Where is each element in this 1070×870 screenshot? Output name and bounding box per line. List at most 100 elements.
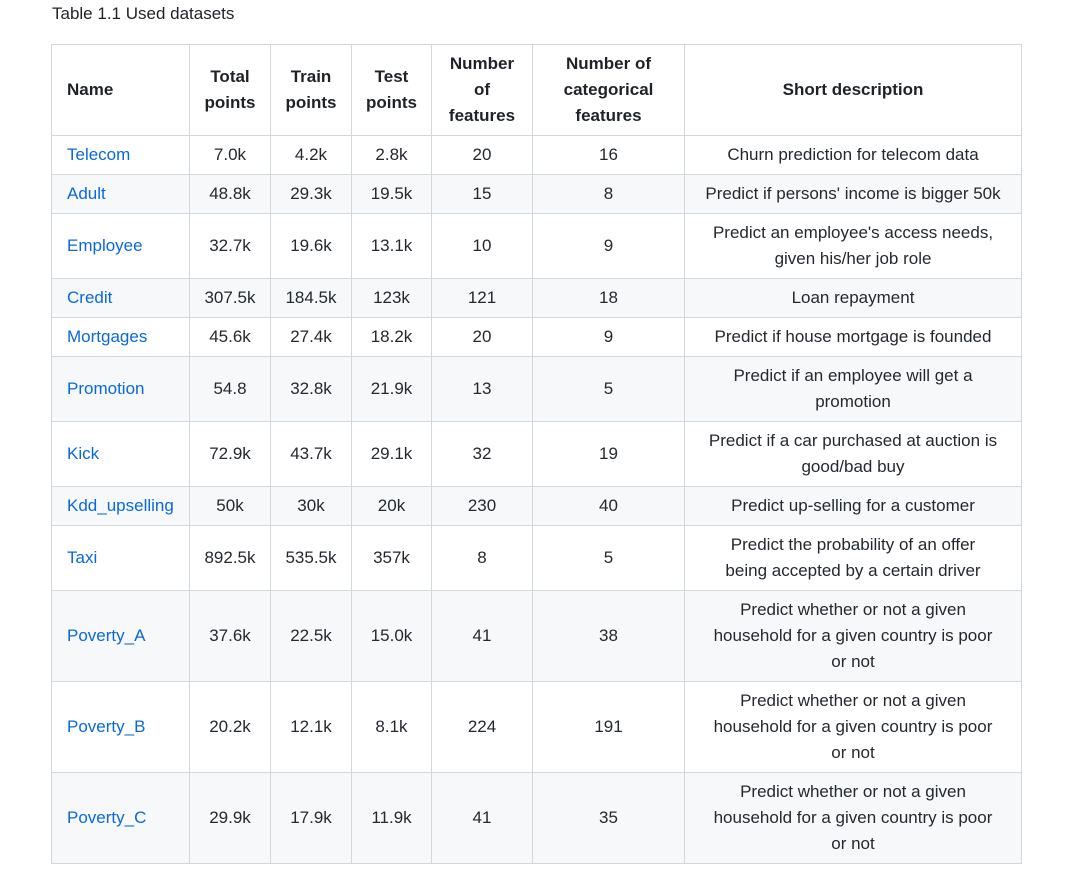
test-points-cell: 18.2k: [351, 317, 432, 357]
categorical-features-cell: 5: [532, 356, 685, 422]
features-cell: 10: [431, 213, 533, 279]
description-cell: Predict if persons' income is bigger 50k: [684, 174, 1022, 214]
description-cell: Predict an employee's access needs, given…: [684, 213, 1022, 279]
train-points-cell: 19.6k: [270, 213, 352, 279]
description-cell: Predict whether or not a given household …: [684, 590, 1022, 682]
features-cell: 15: [431, 174, 533, 214]
categorical-features-cell: 38: [532, 590, 685, 682]
name-cell: Poverty_C: [51, 772, 190, 864]
train-points-cell: 29.3k: [270, 174, 352, 214]
dataset-link[interactable]: Poverty_A: [67, 626, 146, 645]
table-row: Kdd_upselling 50k 30k 20k 230 40 Predict up-se…: [51, 486, 1022, 526]
table-row: Credit 307.5k 184.5k 123k 121 18 Loan repaymen…: [51, 278, 1022, 318]
total-points-cell: 37.6k: [189, 590, 271, 682]
test-points-cell: 13.1k: [351, 213, 432, 279]
table-row: Poverty_B 20.2k 12.1k 8.1k 224 191 Predict whe…: [51, 681, 1022, 773]
train-points-cell: 32.8k: [270, 356, 352, 422]
train-points-cell: 17.9k: [270, 772, 352, 864]
total-points-cell: 20.2k: [189, 681, 271, 773]
categorical-features-cell: 40: [532, 486, 685, 526]
dataset-link[interactable]: Employee: [67, 236, 143, 255]
dataset-link[interactable]: Telecom: [67, 145, 131, 164]
description-cell: Predict the probability of an offer being…: [684, 525, 1022, 591]
features-cell: 13: [431, 356, 533, 422]
features-cell: 230: [431, 486, 533, 526]
name-cell: Poverty_B: [51, 681, 190, 773]
header-train-points: Train points: [270, 44, 352, 136]
name-cell: Mortgages: [51, 317, 190, 357]
dataset-link[interactable]: Kick: [67, 444, 100, 463]
description-cell: Predict if an employee will get a promoti…: [684, 356, 1022, 422]
table-row: Employee 32.7k 19.6k 13.1k 10 9 Predict an emp…: [51, 213, 1022, 279]
total-points-cell: 45.6k: [189, 317, 271, 357]
dataset-link[interactable]: Taxi: [67, 548, 98, 567]
test-points-cell: 15.0k: [351, 590, 432, 682]
test-points-cell: 123k: [351, 278, 432, 318]
test-points-cell: 20k: [351, 486, 432, 526]
categorical-features-cell: 16: [532, 135, 685, 175]
name-cell: Taxi: [51, 525, 190, 591]
test-points-cell: 357k: [351, 525, 432, 591]
dataset-link[interactable]: Poverty_C: [67, 808, 147, 827]
train-points-cell: 535.5k: [270, 525, 352, 591]
categorical-features-cell: 9: [532, 213, 685, 279]
total-points-cell: 307.5k: [189, 278, 271, 318]
total-points-cell: 50k: [189, 486, 271, 526]
name-cell: Adult: [51, 174, 190, 214]
header-row: Name Total points Train points Test points …: [51, 44, 1022, 136]
total-points-cell: 54.8: [189, 356, 271, 422]
table-caption: Table 1.1 Used datasets: [52, 4, 235, 23]
total-points-cell: 48.8k: [189, 174, 271, 214]
datasets-table: Name Total points Train points Test points …: [51, 44, 1022, 864]
test-points-cell: 8.1k: [351, 681, 432, 773]
header-number-of-features: Number of features: [431, 44, 533, 136]
total-points-cell: 32.7k: [189, 213, 271, 279]
categorical-features-cell: 9: [532, 317, 685, 357]
features-cell: 41: [431, 590, 533, 682]
categorical-features-cell: 35: [532, 772, 685, 864]
features-cell: 8: [431, 525, 533, 591]
features-cell: 41: [431, 772, 533, 864]
features-cell: 121: [431, 278, 533, 318]
categorical-features-cell: 18: [532, 278, 685, 318]
name-cell: Telecom: [51, 135, 190, 175]
train-points-cell: 27.4k: [270, 317, 352, 357]
header-test-points: Test points: [351, 44, 432, 136]
categorical-features-cell: 191: [532, 681, 685, 773]
dataset-link[interactable]: Promotion: [67, 379, 145, 398]
train-points-cell: 184.5k: [270, 278, 352, 318]
name-cell: Kdd_upselling: [51, 486, 190, 526]
features-cell: 224: [431, 681, 533, 773]
description-cell: Churn prediction for telecom data: [684, 135, 1022, 175]
table-row: Adult 48.8k 29.3k 19.5k 15 8 Predict if person…: [51, 174, 1022, 214]
header-short-description: Short description: [684, 44, 1022, 136]
dataset-link[interactable]: Credit: [67, 288, 113, 307]
description-cell: Predict whether or not a given household …: [684, 772, 1022, 864]
dataset-link[interactable]: Mortgages: [67, 327, 148, 346]
train-points-cell: 22.5k: [270, 590, 352, 682]
test-points-cell: 11.9k: [351, 772, 432, 864]
features-cell: 20: [431, 135, 533, 175]
categorical-features-cell: 5: [532, 525, 685, 591]
total-points-cell: 72.9k: [189, 421, 271, 487]
train-points-cell: 4.2k: [270, 135, 352, 175]
total-points-cell: 892.5k: [189, 525, 271, 591]
description-cell: Predict up-selling for a customer: [684, 486, 1022, 526]
train-points-cell: 43.7k: [270, 421, 352, 487]
features-cell: 32: [431, 421, 533, 487]
table-row: Telecom 7.0k 4.2k 2.8k 20 16 Churn prediction …: [51, 135, 1022, 175]
description-cell: Predict if a car purchased at auction is…: [684, 421, 1022, 487]
name-cell: Kick: [51, 421, 190, 487]
table-row: Taxi 892.5k 535.5k 357k 8 5 Predict the probab…: [51, 525, 1022, 591]
features-cell: 20: [431, 317, 533, 357]
name-cell: Poverty_A: [51, 590, 190, 682]
description-cell: Predict if house mortgage is founded: [684, 317, 1022, 357]
total-points-cell: 29.9k: [189, 772, 271, 864]
total-points-cell: 7.0k: [189, 135, 271, 175]
name-cell: Credit: [51, 278, 190, 318]
dataset-link[interactable]: Kdd_upselling: [67, 496, 174, 515]
header-total-points: Total points: [189, 44, 271, 136]
header-number-of-categorical-features: Number of categorical features: [532, 44, 685, 136]
dataset-link[interactable]: Adult: [67, 184, 106, 203]
dataset-link[interactable]: Poverty_B: [67, 717, 146, 736]
